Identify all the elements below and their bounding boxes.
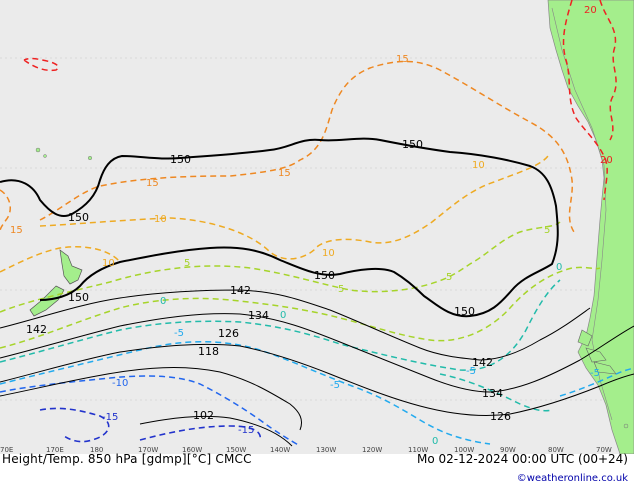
temp-label: 20 [600, 155, 613, 166]
temp-label: -5 [330, 380, 340, 391]
height-label: 150 [68, 291, 89, 304]
height-contours [0, 137, 634, 447]
temp-contour-20 [23, 0, 617, 201]
temp-label: -15 [102, 412, 118, 423]
temp-contour-0 [0, 279, 561, 412]
lon-label: 180 [90, 446, 103, 454]
temp-label: 20 [584, 5, 597, 16]
temp-labels: 20 20 15 15 15 15 10 10 10 10 5 5 5 5 0 … [10, 5, 613, 447]
temp-label: 0 [556, 262, 562, 273]
temp-label: 10 [154, 214, 167, 225]
height-label: 142 [26, 323, 47, 336]
temp-label: 10 [102, 258, 115, 269]
temp-label: -5 [174, 328, 184, 339]
height-label: 150 [314, 269, 335, 282]
lon-label: 110W [408, 446, 428, 454]
height-label: 150 [454, 305, 475, 318]
temp-label: 15 [278, 168, 291, 179]
lon-label: 130W [316, 446, 336, 454]
height-labels: 150 150 150 150 150 150 142 142 142 134 … [26, 138, 511, 423]
patagonia-islands [577, 329, 617, 375]
temp-contour-5 [0, 221, 601, 349]
height-label: 126 [490, 410, 511, 423]
temp-label: -10 [112, 378, 128, 389]
temp-label: 0 [280, 310, 286, 321]
height-label: 102 [193, 409, 214, 422]
temp-contour-10 [0, 155, 549, 273]
map-date: Mo 02-12-2024 00:00 UTC (00+24) [416, 452, 628, 466]
temp-label: 10 [322, 248, 335, 259]
temp-contour-15 [0, 60, 575, 233]
map-title: Height/Temp. 850 hPa [gdmp][°C] CMCC [2, 452, 252, 466]
weather-map: 70E 170E 180 170W 160W 150W 140W 130W 12… [0, 0, 634, 454]
height-label: 118 [198, 345, 219, 358]
lon-label: 120W [362, 446, 382, 454]
temp-contour-m15 [39, 407, 262, 443]
lon-label: 70W [596, 446, 612, 454]
ocean-background [0, 0, 634, 454]
lon-label: 140W [270, 446, 290, 454]
lon-label: 70E [0, 446, 13, 454]
height-label: 150 [170, 153, 191, 166]
lon-label: 100W [454, 446, 474, 454]
lon-label: 160W [182, 446, 202, 454]
temp-label: 5 [446, 272, 452, 283]
new-zealand-land [29, 249, 83, 317]
temp-label: -5 [590, 368, 600, 379]
lon-label: 170E [46, 446, 64, 454]
height-label: 150 [68, 211, 89, 224]
longitude-labels: 70E 170E 180 170W 160W 150W 140W 130W 12… [0, 446, 612, 454]
temp-label: 5 [544, 225, 550, 236]
lon-label: 80W [548, 446, 564, 454]
temp-label: 5 [338, 284, 344, 295]
temp-label: 15 [10, 225, 23, 236]
temp-label: 15 [396, 54, 409, 65]
temp-label: -15 [238, 425, 254, 436]
pacific-islands [35, 147, 629, 429]
temp-label: 0 [432, 436, 438, 447]
height-label: 126 [218, 327, 239, 340]
height-label: 142 [472, 356, 493, 369]
lon-label: 150W [226, 446, 246, 454]
temp-label: -5 [466, 366, 476, 377]
lon-label: 170W [138, 446, 158, 454]
temp-label: 5 [184, 258, 190, 269]
temp-label: 10 [472, 160, 485, 171]
credit-link[interactable]: ©weatheronline.co.uk [516, 473, 628, 484]
height-label: 150 [402, 138, 423, 151]
height-label: 134 [482, 387, 503, 400]
height-label: 142 [230, 284, 251, 297]
temp-label: 0 [160, 296, 166, 307]
height-label: 134 [248, 309, 269, 322]
temp-contour-m5 [0, 341, 634, 445]
lon-label: 90W [500, 446, 516, 454]
temp-label: 15 [146, 178, 159, 189]
